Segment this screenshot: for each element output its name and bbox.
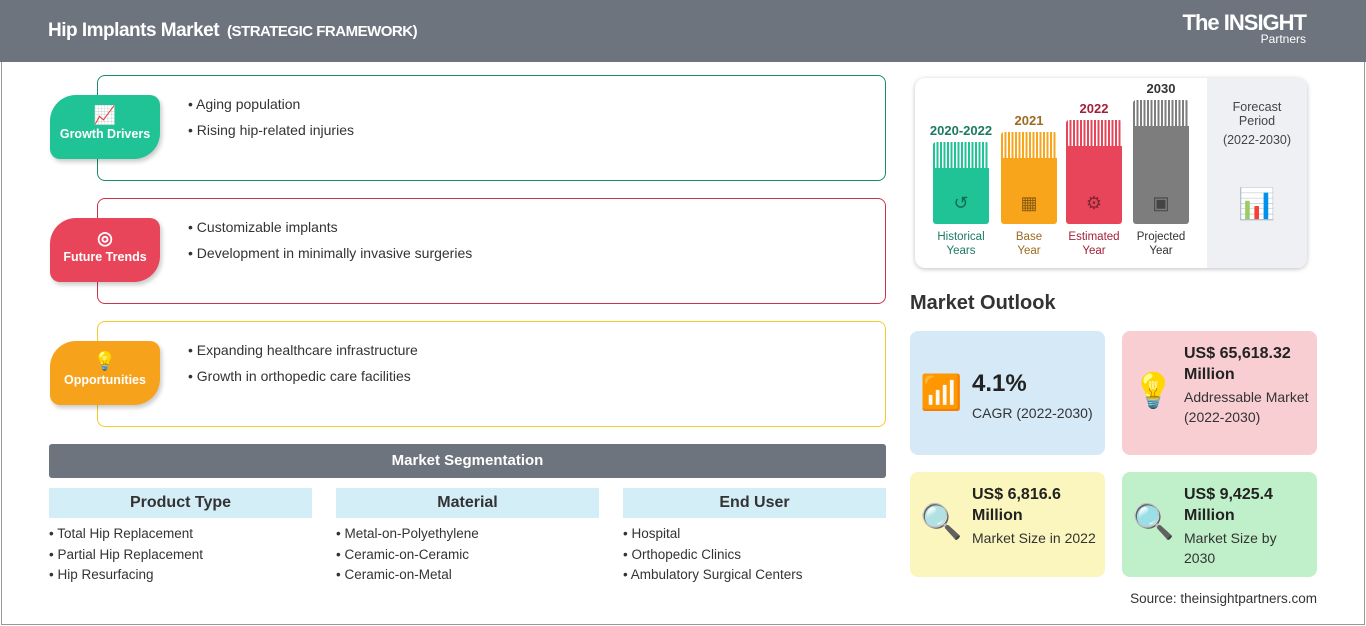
opportunities-badge: 💡 Opportunities [50, 341, 160, 405]
label-line: Projected [1136, 231, 1186, 243]
forecast-range: (2022-2030) [1222, 133, 1292, 147]
list-item: Total Hip Replacement [49, 526, 312, 547]
badge-label: Opportunities [64, 373, 146, 387]
timeline-bar: ↺ [933, 142, 989, 224]
forecast-label: Forecast [1232, 100, 1282, 114]
list-item: Aging population [188, 96, 354, 112]
analytics-illustration-icon: 📊 [1238, 188, 1276, 221]
future-trends-badge: ◎ Future Trends [50, 218, 160, 282]
timeline-bar: ⚙ [1066, 120, 1122, 224]
card-text: US$ 6,816.6 Million Market Size in 2022 [972, 484, 1097, 548]
label-line: Historical [937, 231, 985, 243]
segmentation-title: Market Segmentation [49, 444, 886, 478]
chart-growth-icon: 📈 [93, 105, 117, 125]
target-icon: ◎ [97, 228, 113, 248]
page-title: Hip Implants Market (STRATEGIC FRAMEWORK) [48, 20, 418, 42]
list-item: Hospital [623, 526, 886, 547]
calendar-icon: ▦ [1020, 193, 1038, 213]
forecast-period: Forecast Period (2022-2030) 📊 [1207, 78, 1307, 268]
timeline-bar: ▦ [1001, 132, 1057, 224]
timeline-year: 2022 [1079, 101, 1109, 116]
timeline-label: Estimated Year [1054, 230, 1134, 258]
frame [1, 62, 1365, 625]
cagr-card: 📶 4.1% CAGR (2022-2030) [910, 331, 1105, 455]
subtitle: (STRATEGIC FRAMEWORK) [227, 23, 418, 40]
market-size-2022-card: 🔍 US$ 6,816.6 Million Market Size in 2022 [910, 472, 1105, 577]
logo-subtext: Partners [1260, 32, 1306, 46]
market-outlook-title: Market Outlook [910, 292, 1056, 314]
size-2022-value: US$ 6,816.6 Million [972, 486, 1061, 524]
timeline-label: Base Year [989, 230, 1069, 258]
timeline-year: 2030 [1146, 81, 1176, 96]
gear-chart-icon: ⚙ [1085, 193, 1103, 213]
growth-drivers-box: Aging population Rising hip-related injur… [97, 75, 886, 181]
segment-column: MaterialMetal-on-PolyethyleneCeramic-on-… [336, 488, 599, 588]
list-item: Ambulatory Surgical Centers [623, 567, 886, 588]
segment-header: End User [623, 488, 886, 518]
label-line: Estimated [1068, 231, 1120, 243]
list-item: Ceramic-on-Ceramic [336, 547, 599, 568]
magnifier-chart-icon: 🔍 [1132, 503, 1175, 541]
addressable-label: Addressable Market (2022-2030) [1184, 389, 1309, 425]
growth-chart-icon: 📶 [920, 374, 963, 412]
addressable-market-card: 💡 US$ 65,618.32 Million Addressable Market… [1122, 331, 1317, 455]
logo: The INSIGHT Partners [1182, 10, 1307, 46]
timeline-label: Projected Year [1121, 230, 1201, 258]
magnifier-chart-icon: 🔍 [920, 503, 963, 541]
lightbulb-hand-icon: 💡 [93, 351, 117, 371]
card-text: US$ 9,425.4 Million Market Size by 2030 [1184, 484, 1309, 568]
title-text: Hip Implants Market [48, 20, 220, 41]
timeline-year: 2020-2022 [929, 123, 993, 138]
segment-column: Product Type Total Hip ReplacementPartial… [49, 488, 312, 588]
history-icon: ↺ [953, 193, 969, 213]
cagr-value: 4.1% [972, 370, 1027, 397]
opportunities-box: Expanding healthcare infrastructure Growt… [97, 321, 886, 427]
growth-drivers-badge: 📈 Growth Drivers [50, 95, 160, 159]
segment-column: End User HospitalOrthopedic ClinicsAmbula… [623, 488, 886, 588]
label-line: Year [1149, 245, 1173, 257]
header: Hip Implants Market (STRATEGIC FRAMEWORK)… [0, 0, 1366, 62]
list-item: Orthopedic Clinics [623, 547, 886, 568]
segment-header: Material [336, 488, 599, 518]
label-line: Year [1082, 245, 1106, 257]
list-item: Ceramic-on-Metal [336, 567, 599, 588]
presentation-icon: ▣ [1152, 193, 1170, 213]
dollar-bulb-icon: 💡 [1132, 372, 1175, 410]
size-2030-label: Market Size by 2030 [1184, 530, 1277, 566]
label-line: Base [1015, 231, 1043, 243]
label-line: Year [1017, 245, 1041, 257]
list-item: Development in minimally invasive surger… [188, 245, 472, 261]
timeline-year: 2021 [1014, 113, 1044, 128]
list-item: Growth in orthopedic care facilities [188, 368, 418, 384]
source-text: Source: theinsightpartners.com [1130, 591, 1317, 606]
size-2022-label: Market Size in 2022 [972, 530, 1096, 546]
future-trends-box: Customizable implants Development in mini… [97, 198, 886, 304]
label-line: Years [946, 245, 976, 257]
size-2030-value: US$ 9,425.4 Million [1184, 486, 1273, 524]
list-item: Expanding healthcare infrastructure [188, 342, 418, 358]
timeline-card: Forecast Period (2022-2030) 📊 ↺ 2020-2022 His… [915, 78, 1307, 268]
timeline-bar: ▣ [1133, 100, 1189, 224]
list-item: Rising hip-related injuries [188, 122, 354, 138]
timeline-label: Historical Years [921, 230, 1001, 258]
segment-header: Product Type [49, 488, 312, 518]
cagr-label: CAGR (2022-2030) [972, 405, 1093, 421]
addressable-value: US$ 65,618.32 Million [1184, 345, 1291, 383]
list-item: Customizable implants [188, 219, 472, 235]
list-item: Metal-on-Polyethylene [336, 526, 599, 547]
list-item: Partial Hip Replacement [49, 547, 312, 568]
badge-label: Future Trends [63, 250, 147, 264]
market-size-2030-card: 🔍 US$ 9,425.4 Million Market Size by 2030 [1122, 472, 1317, 577]
list-item: Hip Resurfacing [49, 567, 312, 588]
forecast-label: Period [1238, 114, 1276, 128]
logo-text: The INSIGHT [1182, 10, 1307, 35]
badge-label: Growth Drivers [59, 127, 151, 141]
card-text: US$ 65,618.32 Million Addressable Market … [1184, 343, 1309, 427]
